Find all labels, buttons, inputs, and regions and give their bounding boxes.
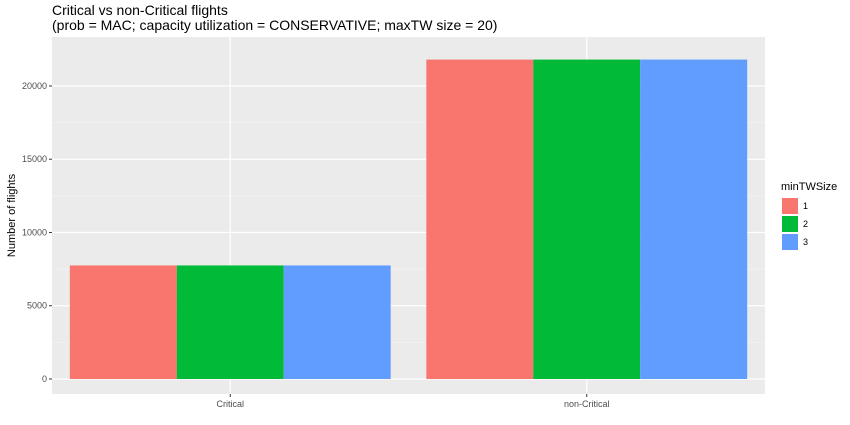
- y-tick-label: 15000: [22, 154, 47, 164]
- y-tick-label: 10000: [22, 227, 47, 237]
- x-tick-label: non-Critical: [564, 399, 610, 409]
- chart-subtitle: (prob = MAC; capacity utilization = CONS…: [52, 17, 498, 33]
- legend-key-1: [782, 198, 798, 214]
- y-tick-label: 5000: [27, 301, 47, 311]
- legend-title: minTWSize: [781, 181, 837, 193]
- y-axis-title: Number of flights: [6, 173, 18, 257]
- legend-key-3: [782, 234, 798, 250]
- chart-title-block: Critical vs non-Critical flights (prob = …: [52, 3, 497, 33]
- bar-non-critical-2: [533, 59, 641, 379]
- bar-non-critical-1: [426, 59, 534, 379]
- bar-non-critical-3: [640, 59, 748, 379]
- y-tick-label: 20000: [22, 81, 47, 91]
- legend-label: 2: [803, 219, 808, 229]
- bar-critical-2: [176, 265, 284, 379]
- legend-label: 3: [803, 237, 808, 247]
- legend-key-2: [782, 216, 798, 232]
- bar-critical-1: [69, 265, 177, 379]
- x-tick-label: Critical: [216, 399, 244, 409]
- chart-title: Critical vs non-Critical flights: [52, 2, 228, 18]
- bar-critical-3: [283, 265, 391, 379]
- y-tick-label: 0: [42, 374, 47, 384]
- legend-label: 1: [803, 201, 808, 211]
